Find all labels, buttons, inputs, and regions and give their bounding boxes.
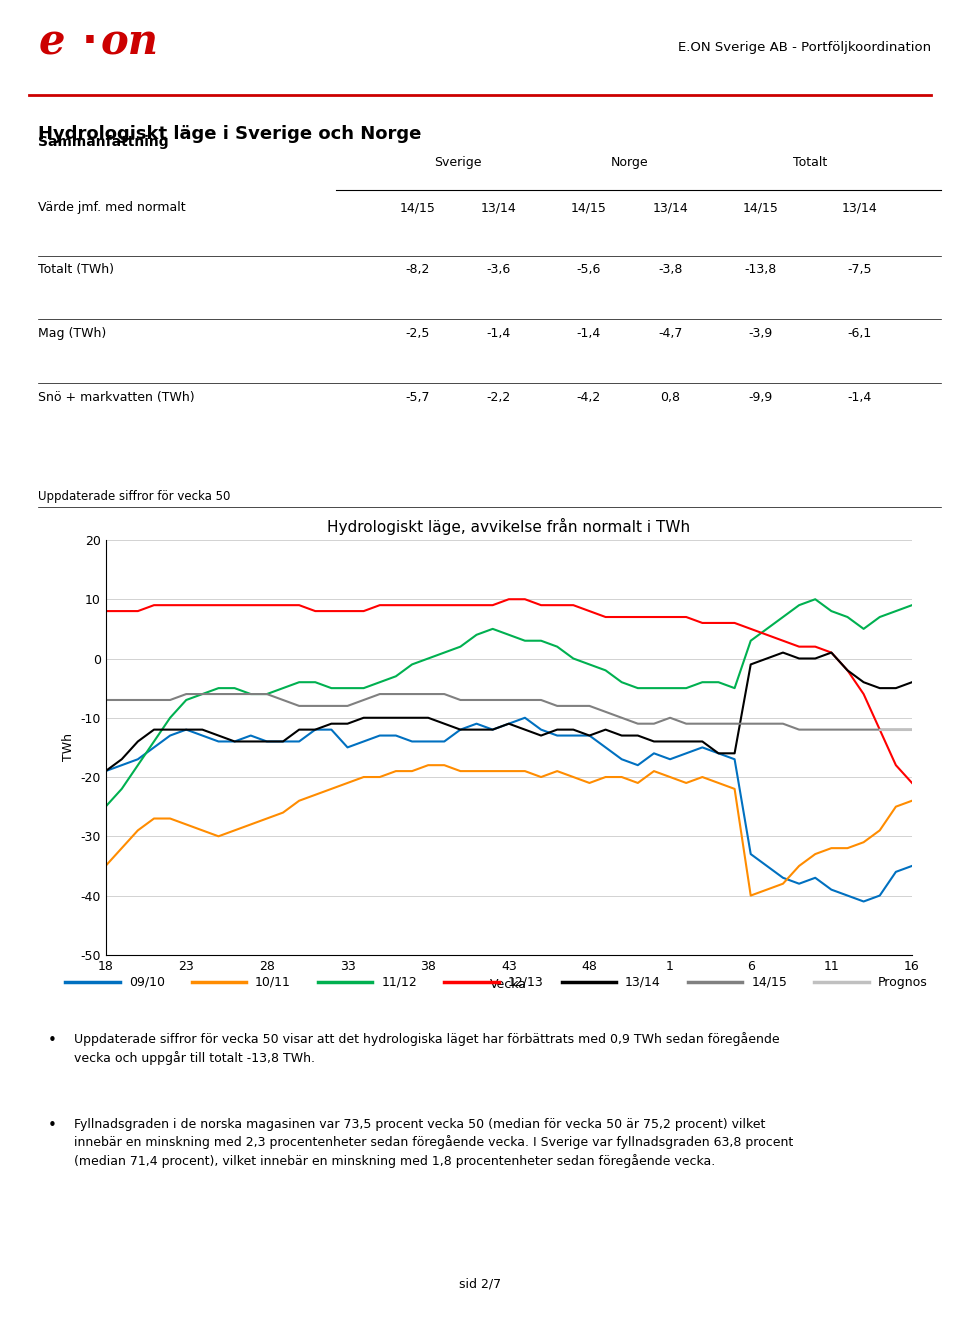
Text: -3,8: -3,8 [658, 263, 683, 277]
Text: -5,6: -5,6 [577, 263, 601, 277]
Text: -3,9: -3,9 [748, 327, 773, 340]
Text: 09/10: 09/10 [129, 976, 165, 989]
Text: Norge: Norge [611, 157, 648, 169]
Text: 12/13: 12/13 [508, 976, 543, 989]
Text: 14/15: 14/15 [571, 202, 607, 215]
Text: 0,8: 0,8 [660, 391, 680, 404]
Text: Fyllnadsgraden i de norska magasinen var 73,5 procent vecka 50 (median för vecka: Fyllnadsgraden i de norska magasinen var… [75, 1118, 794, 1167]
Text: Uppdaterade siffror för vecka 50: Uppdaterade siffror för vecka 50 [38, 490, 230, 503]
Text: Hydrologiskt läge i Sverige och Norge: Hydrologiskt läge i Sverige och Norge [38, 125, 421, 144]
Text: Sverige: Sverige [434, 157, 482, 169]
Text: 13/14: 13/14 [625, 976, 660, 989]
Text: -2,2: -2,2 [487, 391, 511, 404]
Text: on: on [101, 21, 158, 63]
Text: Uppdaterade siffror för vecka 50 visar att det hydrologiska läget har förbättrat: Uppdaterade siffror för vecka 50 visar a… [75, 1033, 780, 1065]
Text: Totalt (TWh): Totalt (TWh) [38, 263, 114, 277]
Text: 11/12: 11/12 [381, 976, 417, 989]
Text: -3,6: -3,6 [487, 263, 511, 277]
Text: -8,2: -8,2 [405, 263, 429, 277]
Text: -7,5: -7,5 [848, 263, 872, 277]
Text: -4,2: -4,2 [577, 391, 601, 404]
Text: E.ON Sverige AB - Portföljkoordination: E.ON Sverige AB - Portföljkoordination [678, 41, 931, 54]
Text: -9,9: -9,9 [748, 391, 773, 404]
Text: Värde jmf. med normalt: Värde jmf. med normalt [38, 202, 186, 215]
Y-axis label: TWh: TWh [61, 734, 75, 761]
Text: 13/14: 13/14 [481, 202, 516, 215]
Text: •: • [47, 1033, 57, 1047]
Text: ·: · [82, 21, 98, 63]
Text: Snö + markvatten (TWh): Snö + markvatten (TWh) [38, 391, 195, 404]
Text: -2,5: -2,5 [405, 327, 429, 340]
Text: sid 2/7: sid 2/7 [459, 1277, 501, 1291]
Text: Sammanfattning: Sammanfattning [38, 136, 169, 149]
Text: 14/15: 14/15 [742, 202, 779, 215]
Text: -13,8: -13,8 [744, 263, 777, 277]
Text: -6,1: -6,1 [848, 327, 872, 340]
X-axis label: Vecka: Vecka [491, 979, 527, 992]
Text: Totalt: Totalt [793, 157, 828, 169]
Text: Prognos: Prognos [877, 976, 927, 989]
Text: -5,7: -5,7 [405, 391, 430, 404]
Text: Mag (TWh): Mag (TWh) [38, 327, 107, 340]
Text: e: e [38, 21, 65, 63]
Text: 13/14: 13/14 [652, 202, 688, 215]
Title: Hydrologiskt läge, avvikelse från normalt i TWh: Hydrologiskt läge, avvikelse från normal… [327, 518, 690, 535]
Text: 14/15: 14/15 [399, 202, 435, 215]
Text: -1,4: -1,4 [487, 327, 511, 340]
Text: -4,7: -4,7 [658, 327, 683, 340]
Text: 10/11: 10/11 [255, 976, 291, 989]
Text: •: • [47, 1118, 57, 1133]
Text: -1,4: -1,4 [848, 391, 872, 404]
Text: 13/14: 13/14 [842, 202, 877, 215]
Text: 14/15: 14/15 [752, 976, 787, 989]
Text: -1,4: -1,4 [577, 327, 601, 340]
